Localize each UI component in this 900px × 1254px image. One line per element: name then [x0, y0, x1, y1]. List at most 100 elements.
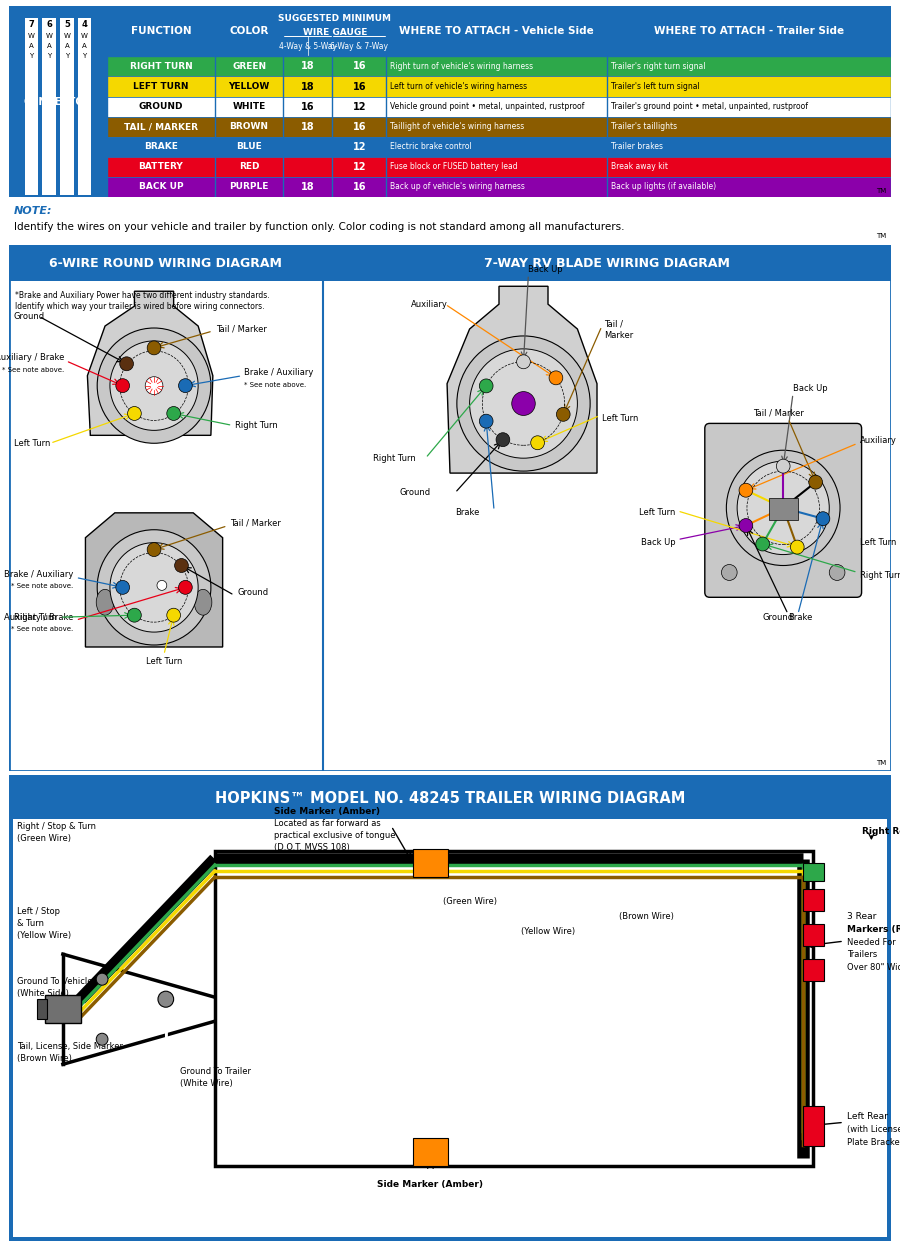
Text: Left turn of vehicle's wiring harness: Left turn of vehicle's wiring harness [391, 82, 527, 92]
Text: PURPLE: PURPLE [230, 182, 269, 192]
FancyBboxPatch shape [705, 424, 861, 597]
Text: Left Turn: Left Turn [602, 414, 638, 423]
Circle shape [722, 564, 737, 581]
Bar [107, 137, 891, 157]
Text: 18: 18 [302, 61, 315, 71]
Text: BRAKE: BRAKE [144, 142, 178, 152]
Text: Auxiliary / Brake: Auxiliary / Brake [0, 354, 64, 362]
Text: FUNCTION: FUNCTION [130, 26, 191, 36]
Text: 18: 18 [302, 182, 315, 192]
Circle shape [166, 608, 181, 622]
Text: 3 Rear: 3 Rear [847, 912, 877, 920]
Bar [9, 245, 322, 281]
Text: Ground To Vehicle: Ground To Vehicle [17, 977, 93, 986]
Text: Located as far forward as: Located as far forward as [274, 819, 381, 828]
Circle shape [457, 336, 590, 472]
Text: A: A [82, 44, 86, 49]
Text: * See note above.: * See note above. [12, 583, 74, 589]
Text: (D.O.T. MVSS 108): (D.O.T. MVSS 108) [274, 843, 349, 851]
Text: Right Rear: Right Rear [861, 826, 900, 835]
Text: Tail / Marker: Tail / Marker [753, 409, 804, 418]
Text: Needed For: Needed For [847, 938, 896, 947]
Text: Trailer's left turn signal: Trailer's left turn signal [611, 82, 699, 92]
Text: Marker: Marker [604, 331, 633, 340]
Text: W: W [63, 34, 70, 39]
Text: Left Rear: Left Rear [847, 1112, 887, 1121]
Circle shape [829, 564, 845, 581]
Circle shape [175, 558, 188, 573]
Bar [60, 19, 74, 194]
Bar [107, 6, 891, 56]
Text: Side Marker (Amber): Side Marker (Amber) [377, 1180, 483, 1189]
Text: 4-Way & 5-Way: 4-Way & 5-Way [279, 41, 337, 51]
Text: Y: Y [65, 54, 69, 59]
Circle shape [97, 329, 211, 443]
Text: Right Turn: Right Turn [860, 571, 900, 579]
Bar [107, 157, 891, 177]
Circle shape [178, 581, 193, 594]
Text: *Brake and Auxiliary Power have two different industry standards.: *Brake and Auxiliary Power have two diff… [15, 291, 269, 300]
Text: 12: 12 [353, 162, 366, 172]
Bar [42, 19, 56, 194]
Polygon shape [87, 291, 212, 435]
Text: (Green Wire): (Green Wire) [443, 897, 497, 905]
Text: Brake / Auxiliary: Brake / Auxiliary [4, 571, 74, 579]
Text: Y: Y [30, 54, 33, 59]
Text: WHERE TO ATTACH - Trailer Side: WHERE TO ATTACH - Trailer Side [653, 26, 844, 36]
Text: Brake / Auxiliary: Brake / Auxiliary [244, 369, 313, 377]
Text: 12: 12 [353, 102, 366, 112]
Text: 6: 6 [46, 20, 52, 29]
Circle shape [110, 341, 198, 430]
Circle shape [739, 519, 752, 533]
Text: Ground: Ground [14, 311, 45, 321]
Text: Left Turn: Left Turn [14, 439, 50, 448]
Bar [215, 851, 813, 1166]
Text: LEFT TURN: LEFT TURN [133, 82, 189, 92]
Circle shape [148, 543, 161, 557]
Text: Tail /: Tail / [604, 320, 623, 329]
Text: YELLOW: YELLOW [229, 82, 270, 92]
Text: Vehicle ground point • metal, unpainted, rustproof: Vehicle ground point • metal, unpainted,… [391, 102, 585, 112]
Text: Identify which way your trailer is wired before wiring connectors.: Identify which way your trailer is wired… [15, 302, 265, 311]
Text: Back Up: Back Up [641, 538, 675, 547]
Bar [107, 76, 891, 97]
Text: W: W [28, 34, 35, 39]
Circle shape [737, 461, 829, 554]
Circle shape [512, 391, 535, 415]
Text: SUGGESTED MINIMUM: SUGGESTED MINIMUM [278, 14, 392, 23]
Circle shape [116, 379, 130, 393]
Circle shape [480, 414, 493, 428]
Text: Electric brake control: Electric brake control [391, 142, 472, 152]
Circle shape [496, 433, 509, 446]
Text: HOPKINS™ MODEL NO. 48245 TRAILER WIRING DIAGRAM: HOPKINS™ MODEL NO. 48245 TRAILER WIRING … [215, 791, 685, 806]
Text: Over 80" Wide: Over 80" Wide [847, 963, 900, 972]
Circle shape [96, 973, 108, 986]
Bar [803, 924, 824, 947]
Circle shape [556, 408, 570, 421]
Text: WHITE: WHITE [232, 102, 266, 112]
Text: 16: 16 [302, 102, 315, 112]
Text: Ground: Ground [400, 489, 430, 498]
Bar [107, 117, 891, 137]
Text: A: A [29, 44, 34, 49]
Text: Back Up: Back Up [528, 265, 563, 273]
Text: Ground: Ground [762, 613, 794, 622]
Text: * See note above.: * See note above. [244, 381, 306, 387]
Circle shape [97, 529, 211, 645]
Text: 4: 4 [82, 20, 87, 29]
Text: COLOR: COLOR [230, 26, 269, 36]
Circle shape [110, 543, 198, 632]
Text: practical exclusive of tongue: practical exclusive of tongue [274, 830, 395, 839]
Text: Brake: Brake [788, 613, 813, 622]
Circle shape [96, 1033, 108, 1046]
Text: Auxiliary: Auxiliary [860, 436, 896, 445]
Circle shape [809, 475, 823, 489]
Circle shape [549, 371, 562, 385]
Text: 12: 12 [353, 142, 366, 152]
Text: Right Turn: Right Turn [236, 421, 278, 430]
Text: Left / Stop: Left / Stop [17, 907, 59, 915]
Text: Tail, License, Side Marker: Tail, License, Side Marker [17, 1042, 122, 1051]
Circle shape [166, 406, 181, 420]
Text: 16: 16 [353, 82, 366, 92]
Text: (Brown Wire): (Brown Wire) [618, 912, 673, 920]
